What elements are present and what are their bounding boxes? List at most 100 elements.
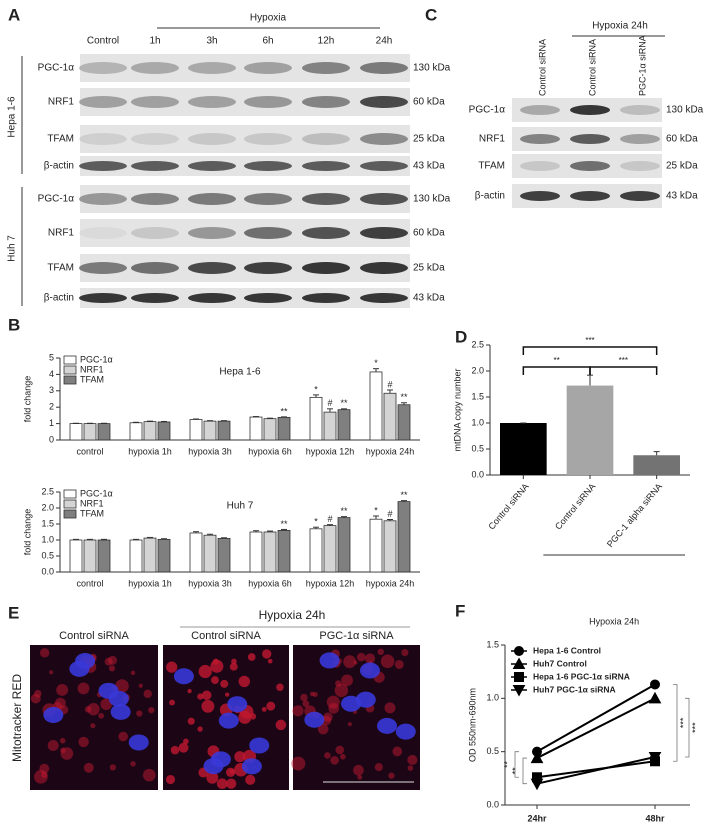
mitochondria bbox=[78, 736, 89, 748]
blot-band bbox=[188, 62, 236, 74]
blot-band bbox=[188, 193, 236, 205]
legend-swatch bbox=[63, 509, 77, 519]
mitochondria bbox=[229, 662, 238, 671]
mitochondria bbox=[30, 693, 41, 704]
significance-bracket bbox=[514, 751, 519, 778]
blot-band bbox=[131, 161, 179, 171]
marker bbox=[530, 751, 544, 764]
mitochondria bbox=[334, 683, 349, 698]
blot-band bbox=[188, 133, 236, 145]
nucleus bbox=[110, 703, 131, 720]
y-axis-label: fold change bbox=[22, 376, 32, 423]
chart-title: Hepa 1-6 bbox=[219, 367, 261, 378]
bar bbox=[383, 520, 397, 573]
mitochondria bbox=[341, 674, 353, 687]
size-label: 43 kDa bbox=[666, 191, 698, 202]
lane-label: 1h bbox=[149, 36, 160, 47]
lane-label: 24h bbox=[376, 36, 393, 47]
nucleus bbox=[43, 706, 64, 723]
mitochondria bbox=[312, 691, 318, 697]
nucleus bbox=[128, 734, 149, 751]
mitochondria bbox=[178, 742, 189, 753]
blot-band bbox=[520, 105, 560, 115]
y-tick-label: 1.0 bbox=[471, 417, 484, 427]
blot-band bbox=[79, 193, 127, 205]
mitochondria bbox=[401, 649, 409, 657]
legend-swatch bbox=[63, 489, 77, 499]
mitochondria bbox=[108, 665, 116, 672]
mitochondria bbox=[262, 649, 272, 659]
mitochondria bbox=[364, 653, 376, 664]
mitochondria bbox=[83, 762, 94, 773]
y-tick-label: 1.5 bbox=[486, 639, 499, 649]
blot-band bbox=[360, 161, 408, 171]
mitochondria bbox=[41, 771, 48, 779]
blot-band bbox=[302, 193, 350, 205]
bar bbox=[97, 423, 111, 441]
mitochondria bbox=[407, 754, 418, 766]
mitochondria bbox=[47, 739, 59, 751]
y-tick-label: 2.5 bbox=[471, 339, 484, 349]
bar bbox=[157, 421, 171, 441]
y-tick-label: 0.0 bbox=[471, 469, 484, 479]
y-tick-label: 2.5 bbox=[41, 486, 54, 496]
bar bbox=[129, 539, 143, 573]
mitochondria bbox=[54, 697, 66, 709]
mitochondria bbox=[267, 658, 273, 664]
mitochondria bbox=[143, 689, 152, 699]
image-label: PGC-1α siRNA bbox=[319, 630, 394, 642]
mitochondria bbox=[330, 755, 339, 765]
blot-band bbox=[244, 133, 292, 145]
legend-label: TFAM bbox=[80, 508, 104, 518]
blot-band bbox=[570, 105, 610, 115]
lane-label: 3h bbox=[206, 36, 217, 47]
blot-band bbox=[302, 62, 350, 74]
bar bbox=[97, 539, 111, 573]
bar bbox=[566, 385, 614, 475]
mitochondria bbox=[245, 774, 256, 785]
nucleus bbox=[69, 660, 90, 677]
bar bbox=[500, 423, 547, 475]
blot-band bbox=[131, 293, 179, 303]
bar bbox=[323, 411, 337, 441]
blot-band bbox=[131, 262, 179, 274]
significance-label: # bbox=[387, 379, 392, 389]
bar bbox=[309, 528, 323, 573]
blot-band bbox=[188, 96, 236, 108]
bar bbox=[69, 423, 83, 441]
blot-band bbox=[244, 62, 292, 74]
blot-band bbox=[302, 227, 350, 239]
protein-label: β-actin bbox=[475, 191, 505, 202]
mitochondria bbox=[302, 700, 310, 708]
blot-band bbox=[360, 62, 408, 74]
mitochondria bbox=[384, 702, 396, 714]
bar bbox=[369, 371, 383, 441]
series-line bbox=[536, 756, 656, 785]
y-tick-label: 2.0 bbox=[41, 502, 54, 512]
x-tick-label: control bbox=[76, 446, 103, 456]
mitochondria bbox=[343, 655, 357, 669]
nucleus bbox=[210, 751, 231, 768]
significance-label: * bbox=[374, 358, 378, 368]
lane-label: Control bbox=[87, 36, 119, 47]
y-tick-label: 1 bbox=[49, 418, 54, 428]
significance-label: ** bbox=[340, 398, 348, 408]
mitochondria bbox=[148, 707, 155, 714]
size-label: 130 kDa bbox=[413, 194, 451, 205]
condition-label: Hypoxia 24h bbox=[592, 21, 648, 32]
bar bbox=[203, 534, 217, 573]
blot-band bbox=[360, 193, 408, 205]
blot-band bbox=[79, 262, 127, 274]
legend-swatch bbox=[63, 499, 77, 509]
significance-bracket bbox=[673, 684, 678, 762]
blot-band bbox=[79, 62, 127, 74]
bar bbox=[263, 531, 277, 573]
bar bbox=[337, 517, 351, 573]
bar bbox=[189, 532, 203, 573]
significance-bracket bbox=[522, 757, 527, 785]
mitochondria bbox=[407, 765, 414, 771]
blot-band bbox=[188, 293, 236, 303]
mitochondria bbox=[104, 657, 113, 666]
size-label: 25 kDa bbox=[413, 263, 445, 274]
